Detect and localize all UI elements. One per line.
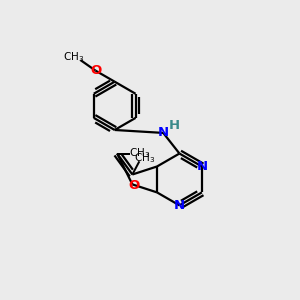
Text: CH$_3$: CH$_3$ [63,50,84,64]
Text: N: N [158,126,169,140]
Text: N: N [196,160,207,173]
Text: N: N [174,199,185,212]
Text: CH$_3$: CH$_3$ [134,152,155,165]
Text: H: H [169,119,180,132]
Text: O: O [90,64,101,77]
Text: O: O [128,179,140,192]
Text: CH$_3$: CH$_3$ [129,147,150,160]
